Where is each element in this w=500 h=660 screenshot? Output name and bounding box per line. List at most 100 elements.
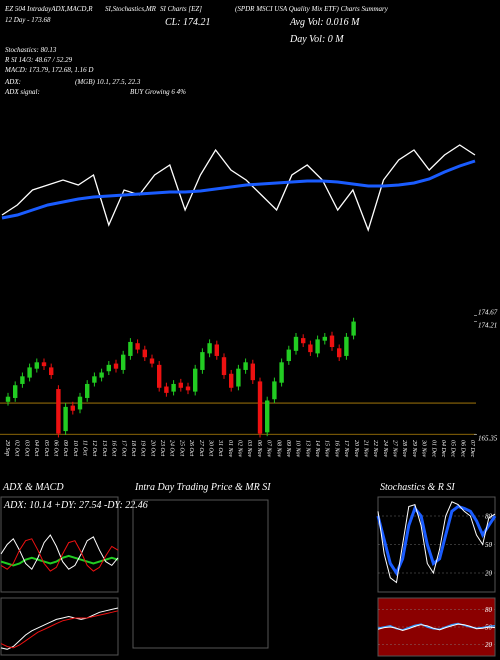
x-tick-label: 27 Nov [392,440,398,458]
x-tick-label: 26 Oct [188,440,194,456]
x-tick-label: 07 Nov [266,440,272,458]
series-line [0,607,119,650]
x-tick-label: 09 Oct [62,440,68,456]
panel-frame [0,597,119,656]
candle-body [77,396,83,410]
candle-body [337,348,342,358]
series-line [1,144,476,232]
y-tick-label: 165.35 [478,434,498,442]
y-tick-label: 20 [485,641,493,649]
x-tick-label: 17 Oct [120,440,126,456]
candle-body [56,389,61,434]
series-line [377,501,496,584]
x-tick-label: 06 Nov [256,440,262,458]
candle-body [171,383,176,392]
header-text: (SPDR MSCI USA Quality Mix ETF) Charts S… [235,5,389,13]
x-tick-label: 01 Dec [430,440,436,457]
candle-body [106,364,111,372]
y-tick-label: 50 [485,541,493,549]
x-tick-label: 19 Oct [140,440,146,456]
candle-body [301,338,306,344]
candle-body [351,321,356,336]
candle-body [178,382,183,388]
header-text: Stochastics: 80.13 [5,46,57,54]
x-tick-label: 01 Nov [227,440,233,458]
candle-body [265,400,270,433]
candle-body [207,343,212,354]
candle-body [113,363,119,369]
x-tick-label: 29 Sep [4,440,10,456]
x-tick-label: 20 Nov [353,440,359,458]
candle-body [293,336,299,351]
series-line [1,159,476,220]
y-tick-label: 80 [485,606,493,614]
x-tick-label: 27 Oct [198,440,204,456]
x-tick-label: 23 Oct [159,440,165,456]
candle-body [41,362,47,367]
x-tick-label: 02 Oct [14,440,20,456]
x-tick-label: 02 Nov [237,440,243,458]
candle-body [13,385,18,398]
candle-body [286,349,291,362]
candle-body [329,335,335,348]
candle-body [221,357,227,376]
candle-body [142,349,147,358]
candle-body [272,381,277,400]
header-text: BUY Growing 6 4% [130,88,186,96]
x-tick-label: 16 Oct [111,440,117,456]
x-tick-label: 18 Oct [130,440,136,456]
candle-body [185,386,191,391]
candle-body [250,363,255,381]
x-tick-label: 05 Dec [450,440,456,457]
series-line [0,610,119,649]
candle-body [344,336,349,356]
y-tick-label: 174.67 [478,309,498,317]
candle-body [49,367,54,376]
header-text: Day Vol: 0 M [289,34,344,45]
x-tick-label: 24 Oct [169,440,176,456]
x-tick-label: 29 Nov [411,440,417,458]
x-tick-label: 10 Nov [295,440,301,458]
x-tick-label: 08 Nov [275,440,281,458]
candle-body [322,336,327,341]
candle-body [157,364,162,388]
header-text: MACD: 173.79, 172.68, 1.16 D [4,66,93,74]
x-tick-label: 13 Nov [304,440,310,458]
candle-body [257,381,263,434]
x-tick-label: 06 Oct [52,440,58,456]
header-text: ADX: [4,78,21,86]
candle-body [193,368,198,392]
y-tick-label: 80 [485,513,493,521]
candle-body [164,386,169,393]
header-text: SI Charts [EZ] [160,5,202,13]
candle-body [121,354,126,370]
x-tick-label: 04 Dec [440,440,447,457]
header-text: EZ 504 IntradayADX,MACD,R [4,5,93,13]
candle-body [27,367,32,378]
candle-body [214,344,219,356]
series-line [377,623,496,632]
candle-body [20,376,25,384]
candle-body [243,362,248,370]
x-tick-label: 30 Nov [421,439,427,458]
candle-body [315,339,320,354]
candle-body [99,372,104,378]
header-text: ADX signal: [4,88,40,96]
candle-body [34,362,39,369]
x-tick-label: 24 Nov [382,440,389,458]
x-tick-label: 12 Oct [91,440,97,456]
header-text: 12 Day - 173.68 [5,16,51,24]
panel-frame [132,499,269,649]
x-tick-label: 13 Oct [101,440,107,456]
candle-body [279,362,284,383]
x-tick-label: 16 Nov [333,440,339,458]
series-line [0,534,119,571]
x-tick-label: 07 Dec [469,440,475,457]
candle-body [229,373,234,388]
header-text: R SI 14/3: 48.67 / 52.29 [4,56,73,64]
series-line [0,538,119,572]
x-tick-label: 06 Dec [459,440,465,457]
x-tick-label: 31 Oct [217,439,223,456]
